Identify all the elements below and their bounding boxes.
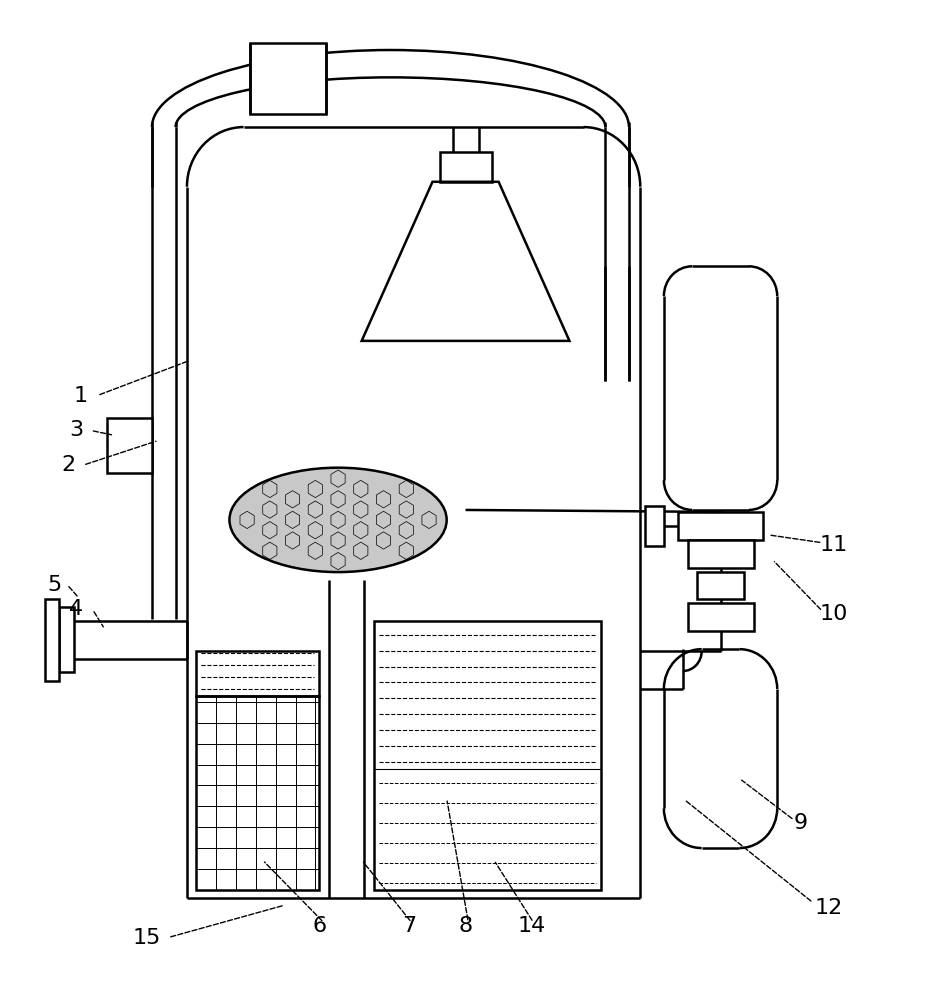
- Bar: [197, 651, 319, 696]
- Text: 1: 1: [73, 386, 87, 406]
- Text: 7: 7: [402, 916, 416, 936]
- Bar: [440, 152, 491, 182]
- Bar: [374, 621, 600, 890]
- Text: 12: 12: [815, 898, 844, 918]
- Bar: [697, 572, 744, 599]
- Ellipse shape: [230, 468, 446, 572]
- Text: 9: 9: [794, 813, 808, 833]
- Text: 10: 10: [820, 604, 848, 624]
- Bar: [688, 540, 753, 568]
- Text: 8: 8: [459, 916, 472, 936]
- Text: 2: 2: [62, 455, 76, 475]
- Bar: [106, 418, 152, 473]
- Text: 14: 14: [518, 916, 546, 936]
- Text: 15: 15: [132, 928, 161, 948]
- Bar: [250, 43, 326, 114]
- Text: 6: 6: [313, 916, 326, 936]
- Bar: [688, 603, 753, 631]
- Text: 5: 5: [48, 575, 62, 595]
- Text: 4: 4: [69, 599, 84, 619]
- Bar: [197, 696, 319, 890]
- Text: 3: 3: [69, 420, 84, 440]
- Bar: [46, 599, 60, 681]
- Bar: [645, 506, 664, 546]
- Text: 11: 11: [820, 535, 848, 555]
- Bar: [60, 607, 73, 672]
- Bar: [678, 512, 763, 540]
